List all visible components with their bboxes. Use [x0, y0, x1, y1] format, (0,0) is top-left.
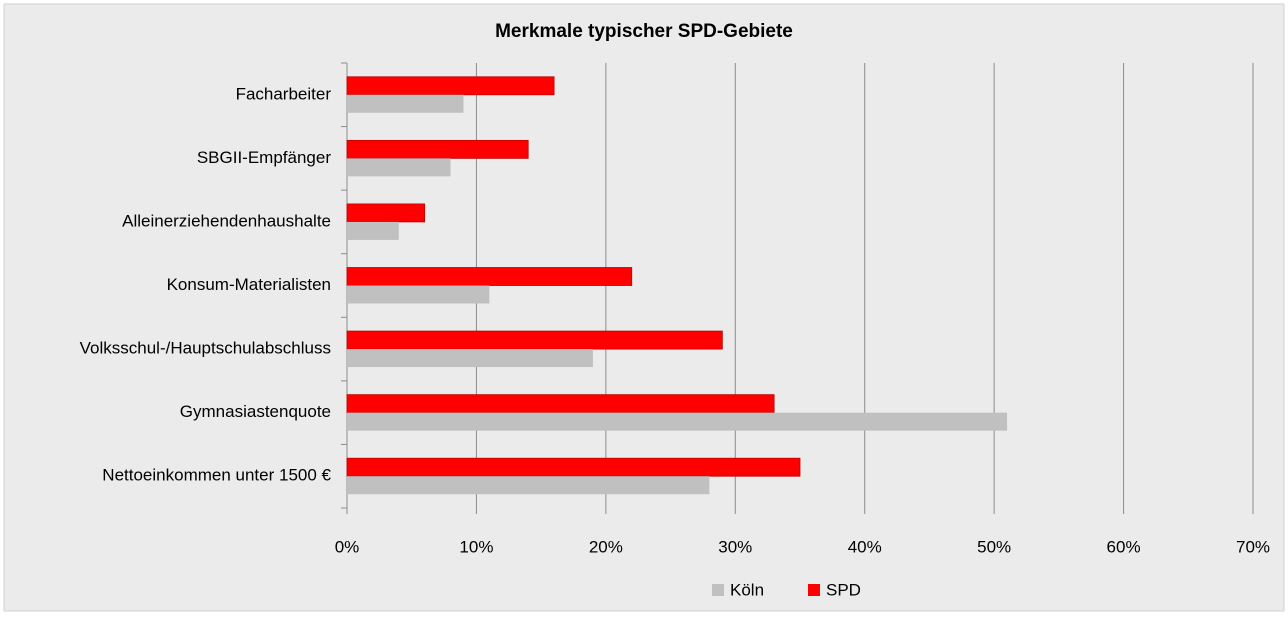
bar [347, 412, 1008, 431]
bar [347, 349, 593, 368]
y-tick-label: Volksschul-/Hauptschulabschluss [80, 339, 331, 358]
x-tick-label: 40% [848, 537, 882, 556]
bar [346, 203, 426, 223]
x-tick-label: 20% [589, 537, 623, 556]
y-tick-label: Nettoeinkommen unter 1500 € [102, 466, 331, 485]
bar [346, 76, 555, 96]
bar [347, 221, 399, 240]
legend-label: Köln [730, 580, 764, 599]
bar [346, 457, 801, 477]
bar [346, 139, 529, 159]
x-tick-label: 50% [977, 537, 1011, 556]
x-tick-label: 60% [1107, 537, 1141, 556]
bar [346, 330, 723, 350]
x-tick-label: 70% [1236, 537, 1270, 556]
chart-background [3, 3, 1285, 612]
y-tick-label: Konsum-Materialisten [167, 275, 331, 294]
x-tick-label: 10% [459, 537, 493, 556]
bar [346, 267, 633, 286]
bar [347, 94, 464, 113]
legend-label: SPD [826, 580, 861, 599]
bar [346, 394, 775, 414]
bar [347, 285, 490, 304]
y-tick-label: Alleinerziehendenhaushalte [122, 211, 331, 230]
bar [347, 476, 710, 495]
y-tick-label: Gymnasiastenquote [180, 402, 331, 421]
legend-swatch [712, 584, 724, 596]
x-tick-label: 0% [335, 537, 360, 556]
y-tick-label: SBGII-Empfänger [197, 148, 332, 167]
legend-swatch [808, 584, 820, 596]
x-tick-label: 30% [718, 537, 752, 556]
chart-title: Merkmale typischer SPD-Gebiete [495, 21, 793, 42]
y-tick-label: Facharbeiter [236, 84, 332, 103]
bar [347, 158, 451, 177]
